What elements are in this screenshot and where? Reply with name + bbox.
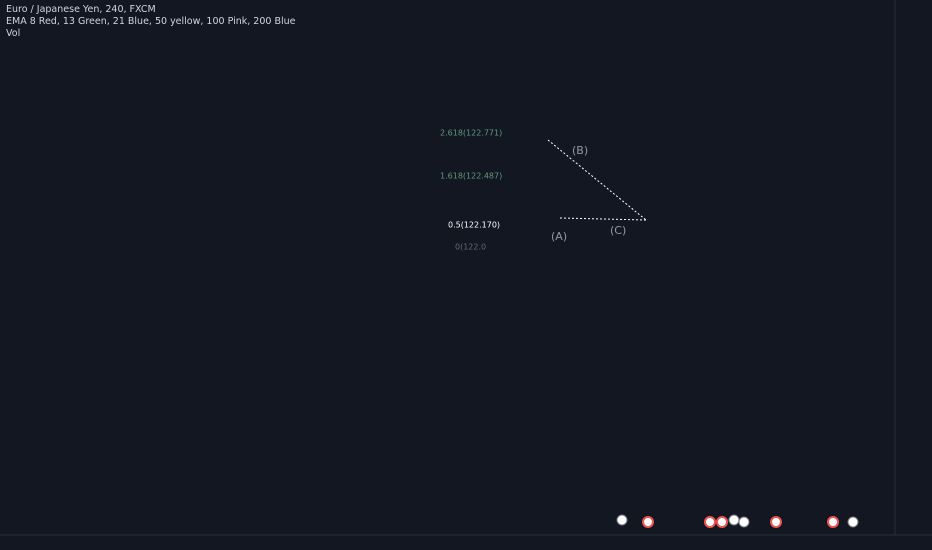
fib-label: 1.618(122.487) [440,172,502,181]
event-icon [716,516,728,528]
event-icon [616,514,628,526]
triangle-edge [547,139,647,221]
fib-label: 0.5(122.170) [448,221,500,230]
price-axis [895,0,932,550]
event-icon [738,516,750,528]
event-icon [827,516,839,528]
event-icon [642,516,654,528]
event-icon [704,516,716,528]
fib-label: 0(122.0 [455,243,486,252]
event-icon [728,514,740,526]
title: Euro / Japanese Yen, 240, FXCM [6,4,156,15]
wave-label: (A) [551,230,567,243]
event-icon [847,516,859,528]
wave-label: (B) [572,144,588,157]
wave-label: (C) [610,224,626,237]
fib-label: 2.618(122.771) [440,129,502,138]
volume-label: Vol [6,28,20,39]
events [616,514,859,528]
event-icon [770,516,782,528]
triangle [547,139,647,221]
subtitle: EMA 8 Red, 13 Green, 21 Blue, 50 yellow,… [6,16,296,27]
